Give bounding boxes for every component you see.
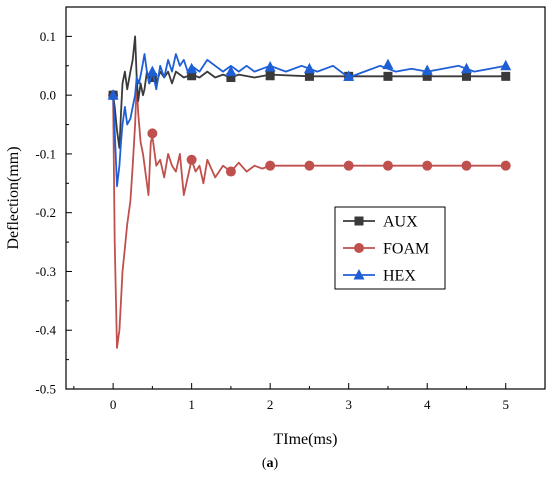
hex-data-point xyxy=(343,70,355,81)
foam-data-point xyxy=(225,166,236,177)
x-tick-label: 5 xyxy=(502,397,509,412)
hex-data-point xyxy=(225,65,237,77)
foam-data-point xyxy=(147,128,158,139)
y-tick-label: -0.2 xyxy=(35,205,56,220)
hex-data-point xyxy=(500,59,512,71)
foam-data-point xyxy=(382,160,393,171)
y-tick-label: -0.1 xyxy=(35,146,56,161)
hex-data-point xyxy=(303,62,315,74)
caption-letter: a xyxy=(267,456,274,471)
y-axis-title: Deflection(mm) xyxy=(5,146,22,249)
hex-data-point xyxy=(460,62,472,74)
hex-data-point xyxy=(107,89,119,100)
foam-data-point xyxy=(304,160,315,171)
x-tick-label: 3 xyxy=(345,397,352,412)
foam-data-point xyxy=(343,160,354,171)
caption-close-paren: ) xyxy=(274,456,279,471)
aux-data-point xyxy=(147,73,157,83)
axis-ticks: 0 1 2 3 4 5 -0.5 -0.4 -0.3 -0.2 -0.1 0.0 0.1 xyxy=(35,29,509,412)
legend-marker-hex xyxy=(353,269,365,280)
y-tick-label: 0.0 xyxy=(40,88,56,103)
chart-marks xyxy=(107,35,512,349)
caption-open-paren: ( xyxy=(262,456,267,471)
foam-data-point xyxy=(265,160,276,171)
x-tick-label: 1 xyxy=(188,397,195,412)
hex-data-point xyxy=(421,64,433,75)
y-tick-label: -0.5 xyxy=(35,382,56,397)
plot-frame xyxy=(65,6,546,390)
aux-data-point xyxy=(501,71,511,81)
aux-data-point xyxy=(383,71,393,81)
foam-data-point xyxy=(422,160,433,171)
hex-data-point xyxy=(382,58,394,70)
y-tick-label: -0.3 xyxy=(35,264,56,279)
chart-legend: AUX FOAM HEX xyxy=(334,206,446,290)
legend-label-aux: AUX xyxy=(383,214,418,231)
x-tick-label: 0 xyxy=(110,397,117,412)
legend-label-foam: FOAM xyxy=(383,241,429,258)
x-tick-label: 2 xyxy=(267,397,274,412)
hex-data-point xyxy=(264,60,276,72)
x-axis-title: TIme(ms) xyxy=(274,431,338,448)
hex-data-point xyxy=(186,62,198,74)
aux-data-point xyxy=(226,73,236,83)
foam-series-line xyxy=(112,82,506,349)
legend-marker-foam xyxy=(354,243,364,253)
x-tick-label: 4 xyxy=(424,397,431,412)
figure-caption: (a) xyxy=(262,456,279,471)
aux-data-point xyxy=(422,71,432,81)
legend-marker-aux xyxy=(354,216,364,226)
aux-data-point xyxy=(187,71,197,81)
y-tick-label: -0.4 xyxy=(35,323,56,338)
aux-data-point xyxy=(265,71,275,81)
aux-series-line xyxy=(112,35,506,149)
foam-data-point xyxy=(186,154,197,165)
hex-data-point xyxy=(146,65,158,77)
foam-data-point xyxy=(500,160,511,171)
aux-data-point xyxy=(304,71,314,81)
y-tick-label: 0.1 xyxy=(40,29,56,44)
legend-label-hex: HEX xyxy=(383,268,416,285)
foam-data-point xyxy=(461,160,472,171)
aux-data-point xyxy=(461,71,471,81)
